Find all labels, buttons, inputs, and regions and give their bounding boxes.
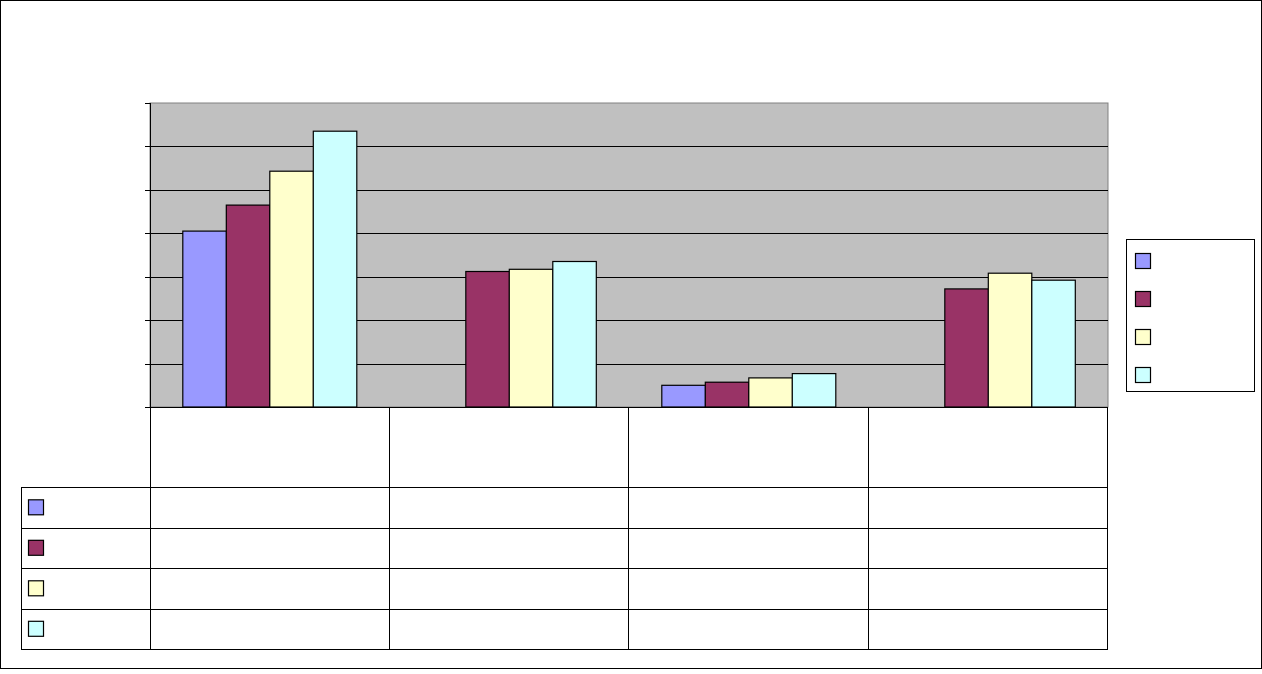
table-legend-key (27, 580, 45, 597)
bar (704, 381, 750, 408)
legend (1126, 239, 1255, 392)
bar (225, 204, 271, 408)
data-table (21, 407, 1108, 650)
bar (508, 268, 554, 408)
bar (748, 377, 793, 408)
legend-key (1134, 290, 1152, 308)
bar (987, 272, 1033, 408)
table-legend-key (27, 499, 45, 516)
bar (661, 384, 706, 408)
legend-key (1134, 252, 1152, 270)
bar (552, 260, 597, 408)
bar (944, 288, 989, 408)
table-legend-key (27, 620, 45, 637)
bar (269, 170, 314, 408)
bars (182, 130, 1076, 408)
legend-key (1134, 328, 1152, 346)
bar (791, 373, 837, 408)
bar (182, 230, 227, 408)
bar (1031, 279, 1076, 408)
bar (312, 130, 358, 408)
bar (465, 270, 510, 408)
legend-key (1134, 366, 1152, 384)
table-legend-key (27, 539, 45, 556)
